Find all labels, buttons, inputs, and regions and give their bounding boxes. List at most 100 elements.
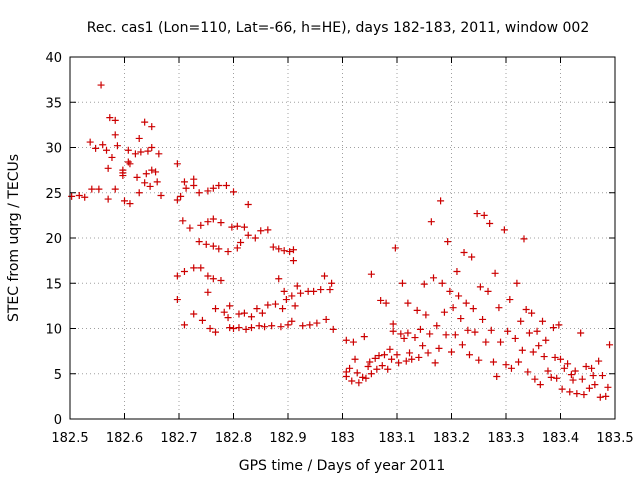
data-point [180,178,188,186]
data-point [558,385,566,393]
axis-ticks [69,56,616,420]
data-point [322,315,330,323]
data-point [97,81,105,89]
data-point [180,267,188,275]
data-point [280,247,288,255]
data-point [355,379,363,387]
data-point [500,226,508,234]
data-point [547,373,555,381]
data-point [511,334,519,342]
data-point [535,342,543,350]
data-point [204,187,212,195]
data-point [458,341,466,349]
data-point [533,327,541,335]
x-tick-label: 182.7 [160,431,197,446]
data-point [476,283,484,291]
data-point [367,370,375,378]
data-point [348,377,356,385]
data-point [113,142,121,150]
data-point [389,320,397,328]
data-point [306,321,314,329]
data-point [135,134,143,142]
data-point [522,305,530,313]
data-point [582,363,590,371]
data-point [173,160,181,168]
x-tick-label: 183.2 [433,431,470,446]
data-point [598,372,606,380]
data-point [531,375,539,383]
x-tick-label: 183 [330,431,355,446]
data-point [220,308,228,316]
data-point [148,123,156,131]
data-point [121,197,128,205]
data-point [408,355,416,363]
data-point [362,374,370,382]
data-point [342,336,350,344]
data-point [275,275,283,283]
x-tick-label: 182.9 [269,431,306,446]
data-point [391,244,399,252]
x-axis-label: GPS time / Days of year 2011 [239,458,446,474]
data-point [86,138,94,146]
data-point [215,245,223,253]
data-point [186,224,194,232]
y-tick-label: 25 [45,187,62,202]
data-point [204,218,212,226]
data-point [264,226,272,234]
data-point [502,361,510,369]
data-point [419,342,427,350]
data-point [471,328,479,336]
data-point [224,314,232,322]
data-point [553,374,561,382]
data-point [328,279,336,287]
data-point [92,144,100,152]
data-point [360,333,368,341]
data-point [264,301,272,309]
data-point [240,309,248,317]
data-point [310,287,318,295]
x-tick-label: 183.4 [542,431,579,446]
data-point [393,351,401,359]
data-point [88,185,96,193]
data-point [602,392,610,400]
data-point [433,322,441,330]
data-point [507,364,515,372]
data-point [224,248,232,256]
data-point [413,306,421,314]
data-point [367,270,375,278]
data-point [197,221,205,229]
y-tick-label: 0 [54,413,62,428]
data-point [230,188,237,196]
data-point [378,362,386,370]
data-point [386,345,394,353]
data-point [580,391,588,399]
data-point [460,248,468,256]
data-point [209,275,217,283]
grid-lines [70,57,615,419]
data-point [560,364,568,372]
data-point [438,279,446,287]
data-point [415,353,423,361]
data-point [282,296,290,304]
data-point [371,354,379,362]
data-point [388,355,396,363]
data-point [289,246,297,254]
data-point [215,182,223,190]
y-tick-label: 20 [45,232,62,247]
y-axis-label: STEC from uqrg / TECUs [6,154,22,322]
data-point [380,351,388,359]
data-point [486,220,494,228]
data-point [420,280,428,288]
data-point [286,248,294,256]
data-point [555,321,563,329]
data-point [411,334,419,342]
data-point [152,168,160,176]
data-point [484,287,492,295]
data-point [313,319,321,327]
data-point [377,296,385,304]
data-point [384,365,392,373]
data-point [424,349,432,357]
data-point [235,310,243,318]
data-point [398,279,406,287]
data-point [422,311,430,319]
